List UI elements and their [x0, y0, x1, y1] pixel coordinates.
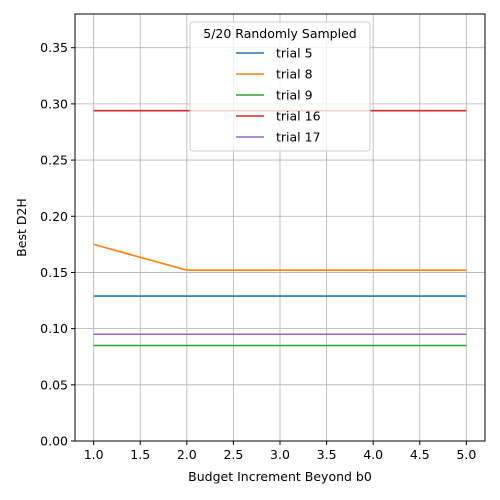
- y-tick-label: 0.00: [40, 434, 68, 449]
- legend-items: trial 5 trial 8 trial 9 trial 16 trial 17: [236, 46, 321, 145]
- y-tick-label: 0.25: [40, 153, 68, 168]
- y-tick-label: 0.15: [40, 265, 68, 280]
- x-tick-label: 1.0: [84, 447, 104, 462]
- y-axis-label: Best D2H: [14, 198, 29, 257]
- x-tick-label: 5.0: [456, 447, 476, 462]
- x-tick-label: 2.5: [223, 447, 243, 462]
- y-tick-label: 0.10: [40, 321, 68, 336]
- x-tick-label: 3.0: [270, 447, 290, 462]
- x-tick-label: 4.5: [410, 447, 430, 462]
- legend-label: trial 8: [276, 67, 313, 82]
- series-line-trial-8: [93, 243, 467, 272]
- legend-label: trial 16: [276, 109, 321, 124]
- series-lines: [93, 109, 467, 347]
- y-tick-label: 0.35: [40, 40, 68, 55]
- x-tick-label: 4.0: [363, 447, 383, 462]
- legend-box: [189, 21, 371, 152]
- x-tick-label: 1.5: [130, 447, 150, 462]
- x-axis-label: Budget Increment Beyond b0: [188, 469, 372, 484]
- y-tick-label: 0.30: [40, 96, 68, 111]
- y-axis-ticks: 0.00 0.05 0.10 0.15 0.20 0.25 0.30 0.35: [40, 40, 75, 449]
- x-tick-label: 3.5: [317, 447, 337, 462]
- y-tick-label: 0.20: [40, 209, 68, 224]
- legend-title: 5/20 Randomly Sampled: [203, 26, 356, 41]
- y-tick-label: 0.05: [40, 377, 68, 392]
- legend-label: trial 5: [276, 46, 313, 61]
- x-axis-ticks: 1.0 1.5 2.0 2.5 3.0 3.5 4.0 4.5 5.0: [84, 441, 476, 462]
- x-tick-label: 2.0: [177, 447, 197, 462]
- legend-label: trial 9: [276, 88, 313, 103]
- legend-label: trial 17: [276, 130, 321, 145]
